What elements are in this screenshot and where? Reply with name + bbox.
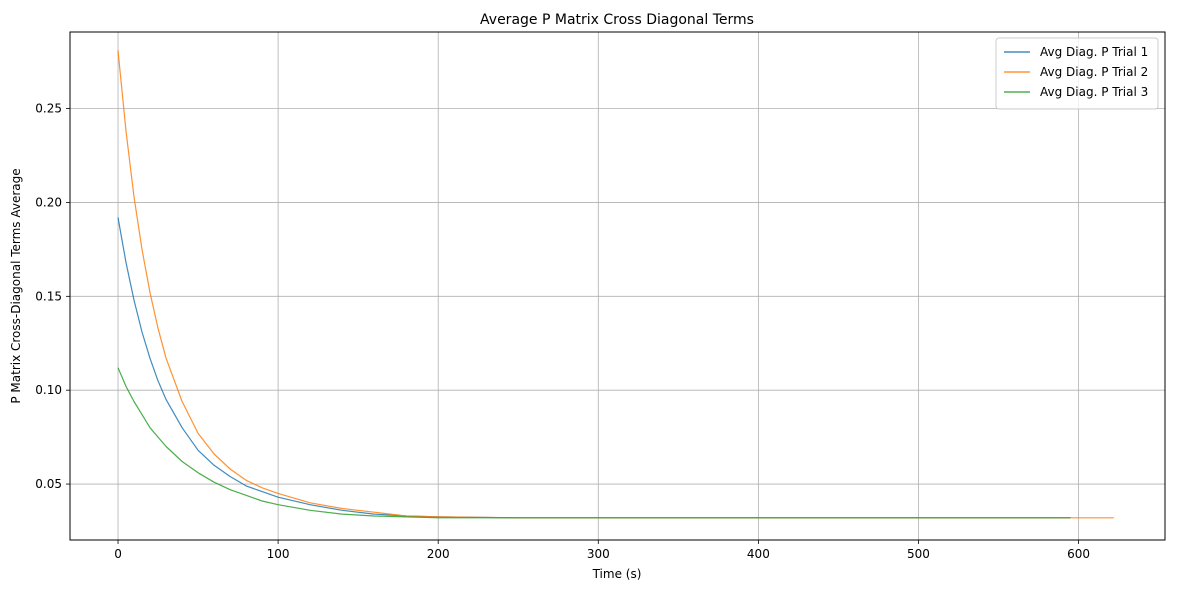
legend-label: Avg Diag. P Trial 2 xyxy=(1040,65,1148,79)
x-tick-label: 600 xyxy=(1067,547,1090,561)
x-tick-label: 300 xyxy=(587,547,610,561)
y-tick-label: 0.05 xyxy=(35,477,62,491)
grid xyxy=(70,32,1165,540)
plot-frame xyxy=(69,31,1166,541)
chart-title: Average P Matrix Cross Diagonal Terms xyxy=(480,12,754,28)
legend-label: Avg Diag. P Trial 1 xyxy=(1040,45,1148,59)
series-line-trial-3 xyxy=(117,367,1071,519)
series-line-trial-1 xyxy=(117,217,1071,519)
y-tick-label: 0.10 xyxy=(35,383,62,397)
y-tick-label: 0.15 xyxy=(35,289,62,303)
x-tick-label: 200 xyxy=(427,547,450,561)
series-line-trial-2 xyxy=(117,50,1114,519)
y-ticks: 0.05 0.10 0.15 0.20 0.25 xyxy=(35,102,70,491)
legend: Avg Diag. P Trial 1 Avg Diag. P Trial 2 Av… xyxy=(995,37,1159,110)
legend-label: Avg Diag. P Trial 3 xyxy=(1040,85,1148,99)
series-lines xyxy=(117,50,1114,519)
x-tick-label: 500 xyxy=(907,547,930,561)
y-tick-label: 0.25 xyxy=(35,102,62,116)
y-axis-label: P Matrix Cross-Diagonal Terms Average xyxy=(9,168,23,403)
x-ticks: 0 100 200 300 400 500 600 xyxy=(114,540,1090,561)
x-tick-label: 0 xyxy=(114,547,122,561)
x-axis-label: Time (s) xyxy=(592,567,642,581)
x-tick-label: 400 xyxy=(747,547,770,561)
y-tick-label: 0.20 xyxy=(35,195,62,209)
legend-box xyxy=(995,37,1159,110)
x-tick-label: 100 xyxy=(267,547,290,561)
